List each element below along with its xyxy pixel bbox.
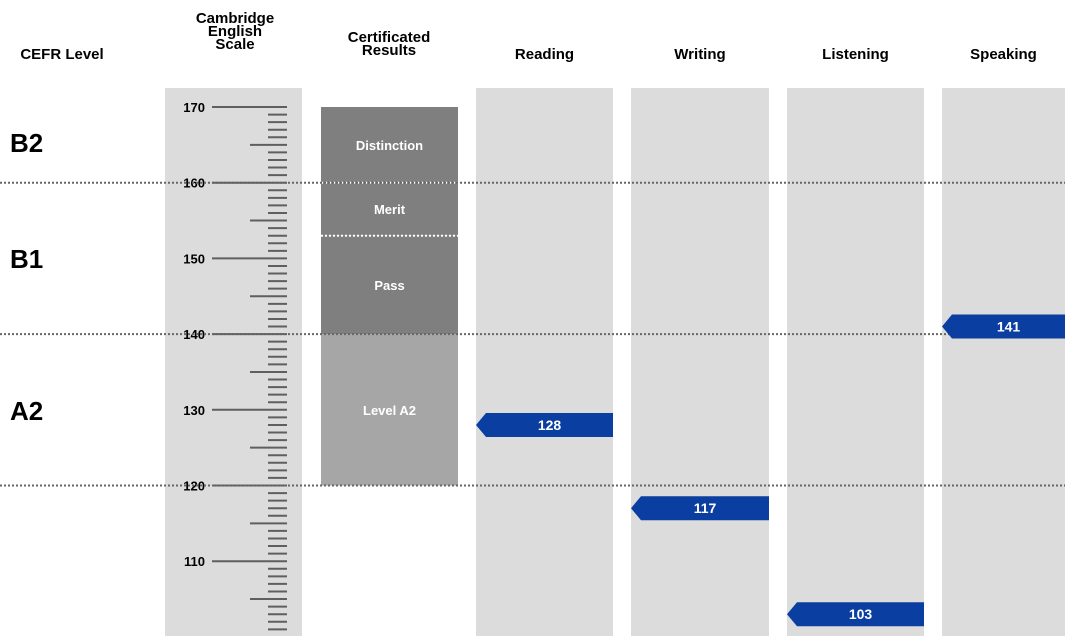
score-label-writing: 117 bbox=[694, 500, 717, 516]
scale-tick-label-170: 170 bbox=[183, 100, 205, 115]
cefr-label-a2: A2 bbox=[10, 396, 43, 427]
score-label-reading: 128 bbox=[538, 417, 562, 433]
header-certificated-results: Certificated Results bbox=[320, 31, 458, 57]
header-reading: Reading bbox=[476, 48, 613, 61]
listening-column-bg bbox=[787, 88, 924, 636]
cefr-label-b1: B1 bbox=[10, 244, 43, 275]
result-band-label-level-a2: Level A2 bbox=[363, 403, 416, 418]
speaking-column-bg bbox=[942, 88, 1065, 636]
score-label-speaking: 141 bbox=[997, 319, 1021, 335]
writing-column-bg bbox=[631, 88, 769, 636]
header-listening: Listening bbox=[787, 48, 924, 61]
scale-tick-label-110: 110 bbox=[184, 554, 205, 569]
result-band-label-distinction: Distinction bbox=[356, 138, 423, 153]
reading-column-bg bbox=[476, 88, 613, 636]
result-band-label-pass: Pass bbox=[374, 278, 404, 293]
result-band-label-merit: Merit bbox=[374, 202, 406, 217]
scale-tick-label-130: 130 bbox=[183, 403, 205, 418]
scale-tick-label-150: 150 bbox=[183, 251, 205, 266]
header-cefr-level: CEFR Level bbox=[0, 48, 124, 61]
header-cambridge-english-scale: Cambridge English Scale bbox=[168, 12, 302, 51]
score-label-listening: 103 bbox=[849, 606, 873, 622]
cefr-label-b2: B2 bbox=[10, 128, 43, 159]
header-speaking: Speaking bbox=[942, 48, 1065, 61]
header-writing: Writing bbox=[631, 48, 769, 61]
